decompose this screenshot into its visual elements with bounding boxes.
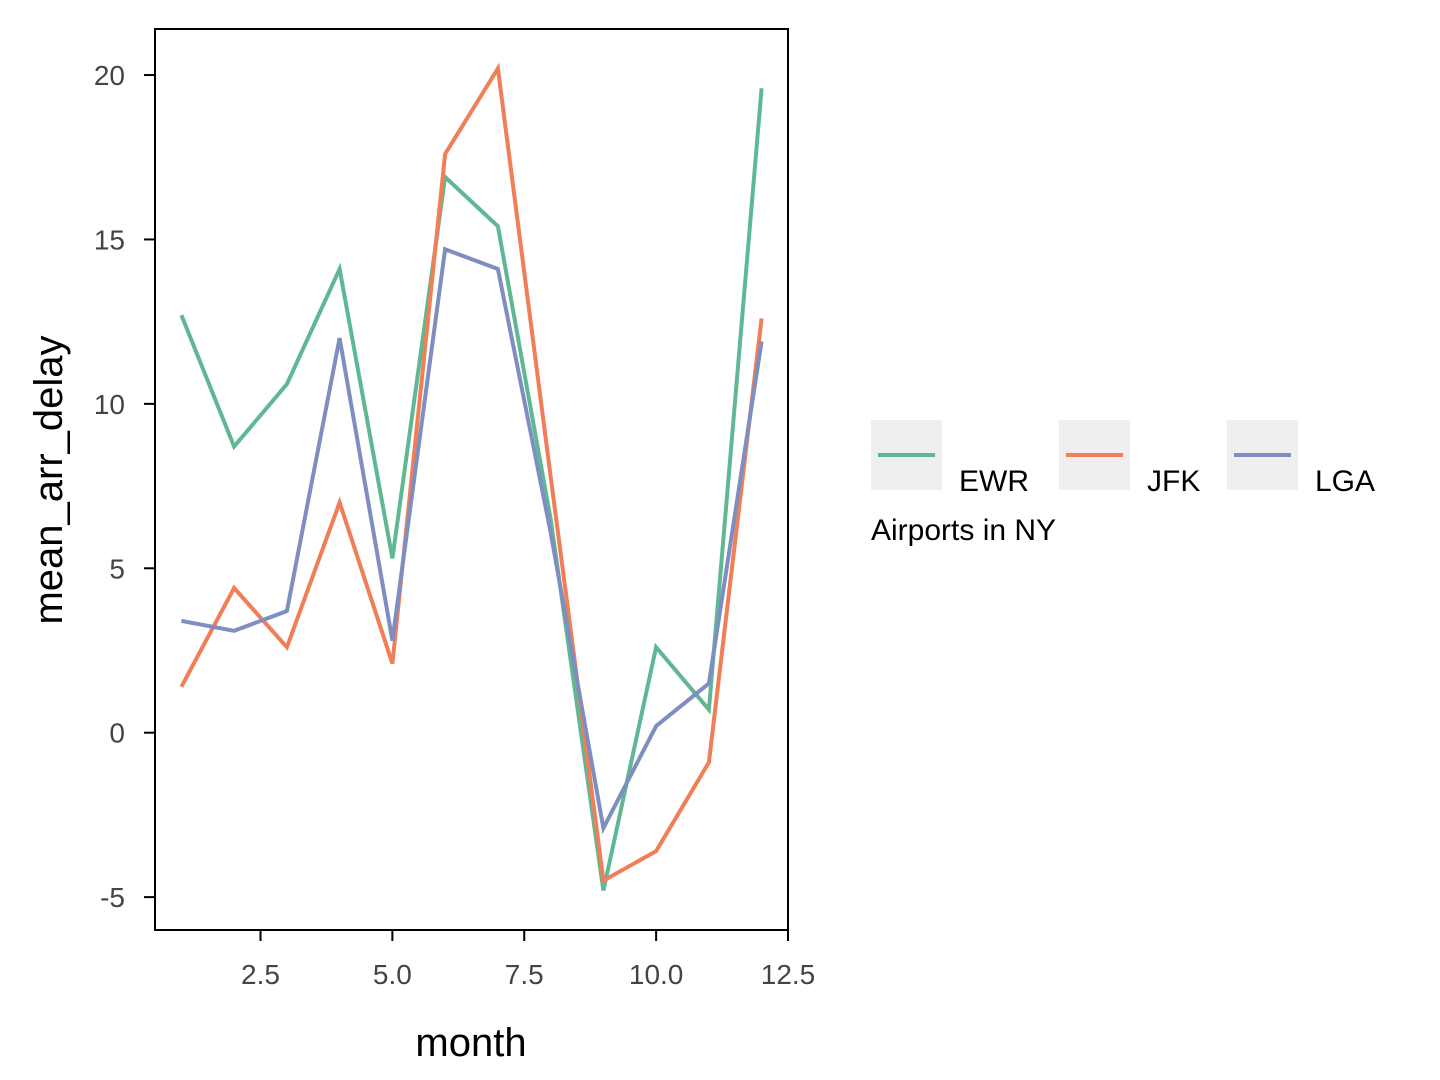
y-tick-label: -5 bbox=[100, 882, 125, 913]
x-tick-label: 12.5 bbox=[761, 959, 816, 990]
legend-label-ewr: EWR bbox=[959, 465, 1029, 498]
x-tick-label: 2.5 bbox=[241, 959, 280, 990]
y-tick-label: 10 bbox=[94, 389, 125, 420]
legend: EWR JFK LGA Airports in NY bbox=[871, 420, 1375, 547]
x-tick-label: 7.5 bbox=[505, 959, 544, 990]
x-tick-label: 10.0 bbox=[629, 959, 684, 990]
legend-label-lga: LGA bbox=[1315, 465, 1375, 498]
y-tick-label: 20 bbox=[94, 60, 125, 91]
plot-frame bbox=[154, 28, 789, 931]
series-line-jfk bbox=[179, 62, 764, 884]
y-tick-label: 0 bbox=[109, 718, 125, 749]
series-line-ewr bbox=[179, 88, 764, 891]
y-axis-title: mean_arr_delay bbox=[27, 335, 71, 624]
x-axis: 2.5 5.0 7.5 10.0 12.5 bbox=[241, 930, 815, 990]
x-tick-label: 5.0 bbox=[373, 959, 412, 990]
y-tick-label: 5 bbox=[109, 553, 125, 584]
series-group bbox=[179, 62, 764, 891]
legend-label-jfk: JFK bbox=[1147, 465, 1200, 498]
legend-title: Airports in NY bbox=[871, 514, 1056, 547]
y-tick-label: 15 bbox=[94, 224, 125, 255]
y-axis: -5 0 5 10 15 20 bbox=[94, 60, 155, 913]
x-axis-title: month bbox=[415, 1021, 526, 1065]
series-line-lga bbox=[181, 246, 764, 835]
